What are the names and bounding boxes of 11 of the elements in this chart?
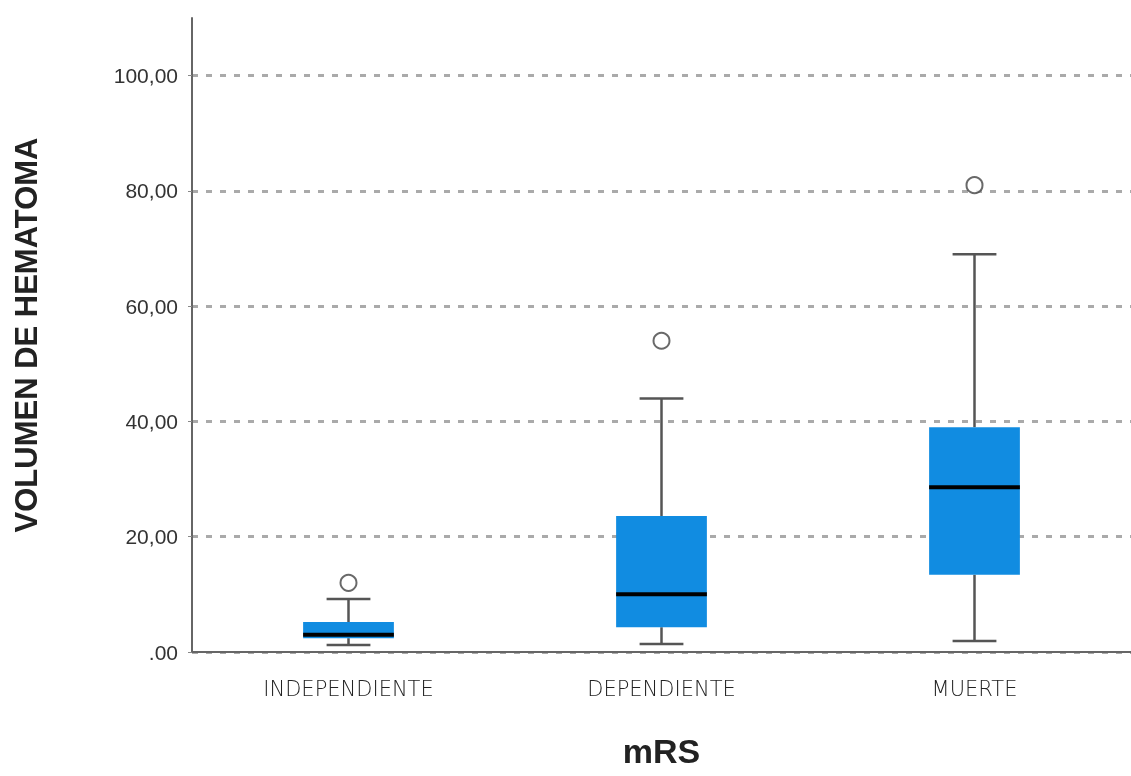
x-tick-label: DEPENDIENTE — [587, 676, 736, 701]
y-tick-label: 80,00 — [125, 179, 178, 203]
y-tick-label: 20,00 — [125, 525, 178, 549]
y-tick-label: 60,00 — [125, 294, 178, 318]
y-axis-title: VOLUMEN DE HEMATOMA — [9, 137, 44, 533]
x-tick-label: MUERTE — [931, 676, 1018, 701]
y-tick-label: 40,00 — [125, 409, 178, 433]
y-tick-label: .00 — [148, 640, 178, 664]
x-axis-title: mRS — [622, 732, 701, 770]
x-tick-label: INDEPENDIENTE — [263, 676, 434, 701]
y-tick-label: 100,00 — [113, 64, 178, 88]
